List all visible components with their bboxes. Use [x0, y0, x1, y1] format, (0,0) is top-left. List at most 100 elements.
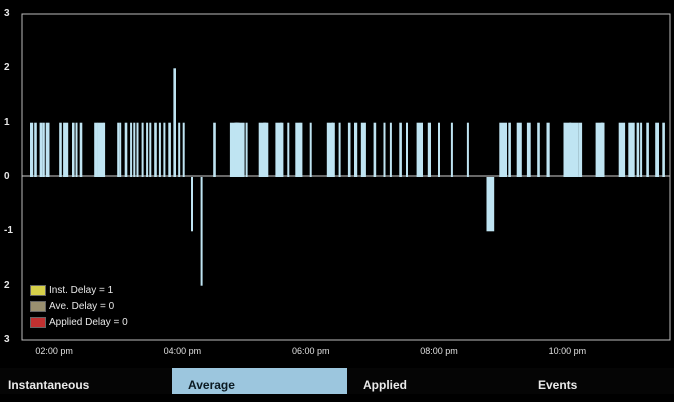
y-tick-label: 2 [4, 62, 10, 74]
delay-bar [75, 122, 78, 177]
delay-bar [416, 122, 423, 177]
delay-bar [499, 122, 507, 177]
delay-bar [646, 122, 649, 177]
delay-bar [141, 122, 144, 177]
delay-bar [191, 177, 193, 232]
legend-swatch [30, 300, 46, 312]
delay-bar [97, 122, 104, 177]
delay-bar [213, 122, 216, 177]
delay-bar [537, 122, 540, 177]
delay-bar [338, 122, 341, 177]
delay-bar [263, 122, 269, 177]
delay-bar [331, 122, 335, 177]
delay-bar [280, 122, 284, 177]
legend-item: Applied Delay = 0 [30, 314, 128, 330]
delay-bar [235, 122, 245, 177]
delay-bar [295, 122, 301, 177]
plot-area [21, 13, 671, 341]
delay-bar [399, 122, 402, 177]
delay-bar [158, 122, 161, 177]
y-tick-label: 2 [4, 279, 10, 291]
tab-instantaneous[interactable]: Instantaneous [8, 378, 90, 392]
delay-bar [347, 122, 351, 177]
delay-bar [526, 122, 531, 177]
delay-bar [79, 122, 83, 177]
delay-bar [146, 122, 149, 177]
y-tick-label: 3 [4, 334, 10, 345]
delay-bar [427, 122, 431, 177]
delay-bar [103, 122, 106, 177]
delay-bar [516, 122, 522, 177]
delay-bar [309, 122, 312, 177]
delay-bar [42, 122, 45, 177]
delay-bar [163, 122, 166, 177]
delay-bar [59, 122, 62, 177]
delay-bar [486, 177, 495, 232]
delay-bar [438, 122, 440, 177]
delay-bar [618, 122, 626, 177]
chart-legend: Inst. Delay = 1 Ave. Delay = 0 Applied Del… [30, 282, 128, 330]
y-tick-label: 3 [4, 8, 10, 19]
delay-bar [578, 122, 583, 177]
delay-bar [133, 122, 136, 177]
delay-bar [563, 122, 572, 177]
tab-average[interactable]: Average [172, 368, 347, 394]
delay-bar [245, 122, 248, 177]
delay-bar [173, 68, 176, 177]
delay-bar [595, 122, 604, 177]
legend-item: Ave. Delay = 0 [30, 298, 128, 314]
delay-bar [168, 122, 171, 177]
tab-events[interactable]: Events [538, 378, 578, 392]
delay-bar [299, 122, 303, 177]
delay-bar [149, 122, 152, 177]
delay-bar [389, 122, 392, 177]
delay-bar [655, 122, 659, 177]
delay-bar [119, 122, 122, 177]
x-tick-label: 04:00 pm [163, 346, 202, 356]
delay-bar [229, 122, 238, 177]
delay-bar [450, 122, 453, 177]
delay-bar [30, 122, 34, 177]
delay-bar [569, 122, 579, 177]
delay-bar [406, 122, 408, 177]
legend-label: Inst. Delay = 1 [49, 284, 114, 296]
delay-bar [178, 122, 181, 177]
legend-label: Ave. Delay = 0 [49, 300, 115, 312]
x-tick-label: 06:00 pm [291, 346, 330, 356]
delay-bars [30, 68, 665, 286]
legend-swatch [30, 316, 46, 328]
legend-item: Inst. Delay = 1 [30, 282, 128, 298]
delay-bar [94, 122, 98, 177]
delay-bar [117, 122, 120, 177]
delay-bar [287, 122, 290, 177]
delay-bar [136, 122, 139, 177]
delay-bar [130, 122, 133, 177]
legend-label: Applied Delay = 0 [49, 316, 128, 328]
delay-bar [600, 122, 605, 177]
x-tick-label: 08:00 pm [420, 346, 458, 356]
delay-bar [373, 122, 377, 177]
delay-bar [326, 122, 334, 177]
delay-bar [383, 122, 386, 177]
delay-bar [360, 122, 366, 177]
delay-bar [63, 122, 69, 177]
tab-applied[interactable]: Applied [363, 378, 407, 392]
y-tick-label: 0 [4, 171, 10, 182]
delay-bar [640, 122, 643, 177]
delay-bar [628, 122, 635, 177]
delay-bar [662, 122, 665, 177]
delay-bar [39, 122, 43, 177]
delay-bar [636, 122, 640, 177]
delay-bar [72, 122, 75, 177]
legend-swatch [30, 284, 46, 296]
delay-bar [508, 122, 511, 177]
y-tick-label: 1 [4, 116, 10, 128]
delay-bar [466, 122, 469, 177]
x-tick-label: 10:00 pm [548, 346, 587, 356]
delay-bar [34, 122, 37, 177]
delay-bar [45, 122, 50, 177]
delay-bar [258, 122, 267, 177]
delay-bar [354, 122, 358, 177]
